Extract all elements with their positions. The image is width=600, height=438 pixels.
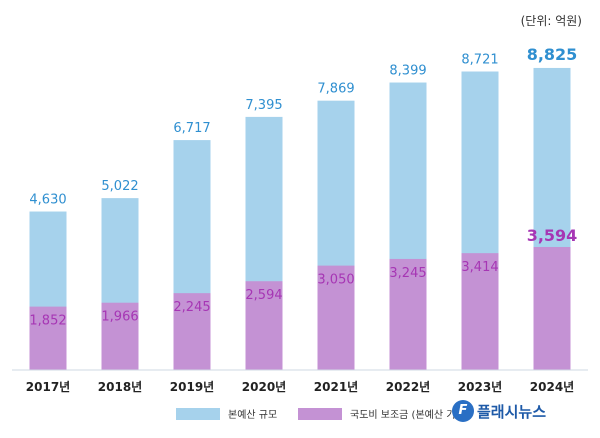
bar-subsidy-1 xyxy=(101,302,139,370)
legend-label-total: 본예산 규모 xyxy=(228,410,278,421)
x-tick-label-5: 2022년 xyxy=(386,380,430,394)
bar-subsidy-2 xyxy=(173,293,211,370)
data-label-total-7: 8,825 xyxy=(527,45,578,64)
legend-label-subsidy: 국도비 보조금 (본예산 기 xyxy=(350,410,456,421)
data-label-subsidy-5: 3,245 xyxy=(389,266,426,281)
data-label-subsidy-1: 1,966 xyxy=(101,310,138,325)
x-tick-label-1: 2018년 xyxy=(98,380,142,394)
data-label-total-5: 8,399 xyxy=(389,64,426,79)
watermark: F 플래시뉴스 xyxy=(452,400,546,422)
data-label-total-4: 7,869 xyxy=(317,82,354,97)
data-label-subsidy-6: 3,414 xyxy=(461,260,498,275)
x-tick-label-6: 2023년 xyxy=(458,380,502,394)
bar-subsidy-4 xyxy=(317,265,355,370)
budget-bar-chart: 4,630 1,852 2017년 5,022 1,966 2018년 6,717 2,245… xyxy=(12,45,588,394)
x-tick-label-2: 2019년 xyxy=(170,380,214,394)
bar-subsidy-5 xyxy=(389,258,427,370)
data-label-total-6: 8,721 xyxy=(461,53,498,68)
bars-group xyxy=(29,67,571,370)
data-label-total-3: 7,395 xyxy=(245,98,282,113)
data-label-subsidy-0: 1,852 xyxy=(29,314,66,329)
x-tick-label-7: 2024년 xyxy=(530,380,574,394)
data-label-total-2: 6,717 xyxy=(173,121,210,136)
x-tick-label-3: 2020년 xyxy=(242,380,286,394)
legend: 본예산 규모 국도비 보조금 (본예산 기 xyxy=(0,406,600,430)
bar-subsidy-6 xyxy=(461,253,499,370)
bar-subsidy-7 xyxy=(533,246,571,370)
bar-subsidy-0 xyxy=(29,306,67,370)
labels-group: 4,630 1,852 2017년 5,022 1,966 2018년 6,717 2,245… xyxy=(26,45,578,394)
watermark-text: 플래시뉴스 xyxy=(477,402,547,421)
x-tick-label-0: 2017년 xyxy=(26,380,70,394)
legend-swatch-total xyxy=(176,407,220,420)
data-label-subsidy-4: 3,050 xyxy=(317,273,354,288)
unit-label: (단위: 억원) xyxy=(520,14,582,28)
data-label-subsidy-3: 2,594 xyxy=(245,288,282,303)
legend-item-total: 본예산 규모 xyxy=(176,406,277,421)
data-label-subsidy-7: 3,594 xyxy=(527,226,578,245)
data-label-subsidy-2: 2,245 xyxy=(173,300,210,315)
data-label-total-1: 5,022 xyxy=(101,179,138,194)
flash-news-logo-icon: F xyxy=(452,400,474,422)
legend-item-subsidy: 국도비 보조금 (본예산 기 xyxy=(298,406,455,421)
bar-subsidy-3 xyxy=(245,281,283,370)
x-tick-label-4: 2021년 xyxy=(314,380,358,394)
data-label-total-0: 4,630 xyxy=(29,193,66,208)
legend-swatch-subsidy xyxy=(298,407,342,420)
